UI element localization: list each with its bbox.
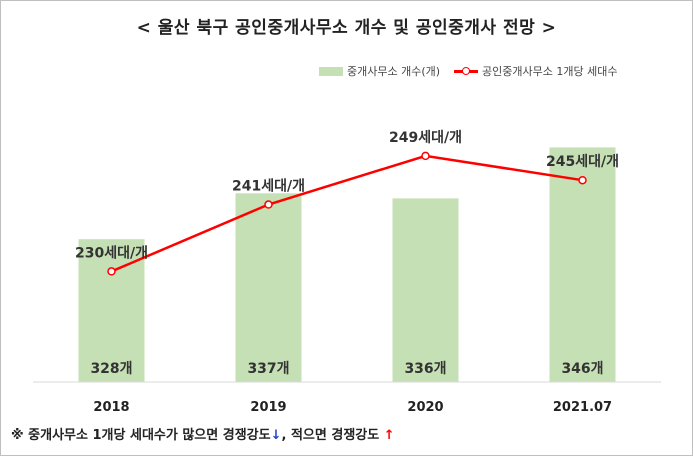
footnote-text-a: ※ 중개사무소 1개당 세대수가 많으면 경쟁강도 xyxy=(11,428,271,443)
footnote-text-b: , 적으면 경쟁강도 xyxy=(281,428,384,443)
line-value-label: 249세대/개 xyxy=(389,130,462,146)
line-point xyxy=(578,175,587,185)
line-point xyxy=(421,151,430,161)
line-series xyxy=(111,154,583,273)
legend-bar-label: 중개사무소 개수(개) xyxy=(347,65,441,78)
legend-item-line: 공인중개사무소 1개당 세대수 xyxy=(454,63,617,79)
chart-plot: 328개 337개 336개 346개 2018 2019 2020 2021.07 230세대… xyxy=(33,130,661,415)
line-value-label: 230세대/개 xyxy=(75,245,148,261)
chart-title: < 울산 북구 공인중개사무소 개수 및 공인중개사 전망 > xyxy=(136,18,557,38)
line-value-label: 245세대/개 xyxy=(546,154,619,170)
legend-line-label: 공인중개사무소 1개당 세대수 xyxy=(482,65,618,78)
bar xyxy=(235,193,302,382)
bar xyxy=(392,198,459,382)
legend-bar-swatch xyxy=(319,66,343,76)
line-value-label: 241세대/개 xyxy=(232,179,305,195)
legend-item-bar: 중개사무소 개수(개) xyxy=(319,63,440,79)
bar-value-label: 336개 xyxy=(404,361,446,377)
x-tick-label: 2020 xyxy=(407,400,443,415)
x-tick-label: 2018 xyxy=(93,400,129,415)
down-arrow-icon: ↓ xyxy=(270,428,282,443)
bar-value-label: 346개 xyxy=(561,361,603,377)
x-tick-label: 2019 xyxy=(250,400,286,415)
line-point xyxy=(264,200,273,209)
bar-value-label: 328개 xyxy=(90,361,132,377)
bar xyxy=(549,147,616,382)
footnote: ※ 중개사무소 1개당 세대수가 많으면 경쟁강도↓, 적으면 경쟁강도 ↑ xyxy=(11,424,395,443)
bar-value-label: 337개 xyxy=(247,361,289,377)
line-point xyxy=(107,267,116,276)
legend-line-swatch xyxy=(454,66,479,76)
x-tick-label: 2021.07 xyxy=(553,400,612,415)
legend: 중개사무소 개수(개) 공인중개사무소 1개당 세대수 xyxy=(319,63,631,79)
up-arrow-icon: ↑ xyxy=(383,428,395,443)
